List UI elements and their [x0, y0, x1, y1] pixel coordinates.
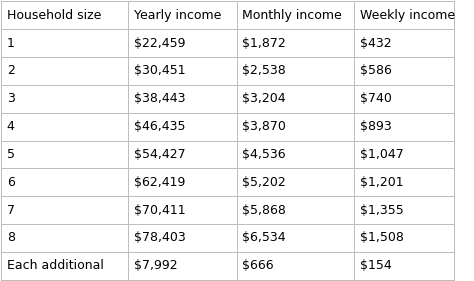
Text: 6: 6	[7, 176, 15, 189]
Text: $3,870: $3,870	[242, 120, 286, 133]
Text: $1,355: $1,355	[360, 203, 403, 217]
Bar	[128, 140, 237, 168]
Text: $6,534: $6,534	[242, 231, 286, 244]
Bar	[237, 57, 355, 85]
Text: $154: $154	[360, 259, 392, 272]
Bar	[355, 57, 454, 85]
Text: $78,403: $78,403	[134, 231, 185, 244]
Text: $893: $893	[360, 120, 392, 133]
Bar	[1, 168, 128, 196]
Text: $7,992: $7,992	[134, 259, 177, 272]
Text: $5,202: $5,202	[242, 176, 286, 189]
Bar	[237, 85, 355, 113]
Text: $1,508: $1,508	[360, 231, 404, 244]
Text: 5: 5	[7, 148, 15, 161]
Text: $432: $432	[360, 37, 392, 50]
Bar	[128, 1, 237, 29]
Text: $54,427: $54,427	[134, 148, 185, 161]
Text: $70,411: $70,411	[134, 203, 185, 217]
Bar	[128, 85, 237, 113]
Bar	[237, 140, 355, 168]
Bar	[355, 196, 454, 224]
Text: $586: $586	[360, 64, 392, 78]
Bar	[355, 113, 454, 140]
Text: 3: 3	[7, 92, 15, 105]
Text: $38,443: $38,443	[134, 92, 185, 105]
Bar	[355, 1, 454, 29]
Text: $1,872: $1,872	[242, 37, 286, 50]
Bar	[128, 113, 237, 140]
Bar	[355, 252, 454, 280]
Text: $4,536: $4,536	[242, 148, 286, 161]
Text: Household size: Household size	[7, 9, 101, 22]
Text: $1,047: $1,047	[360, 148, 403, 161]
Text: Monthly income: Monthly income	[242, 9, 342, 22]
Text: $62,419: $62,419	[134, 176, 185, 189]
Bar	[1, 252, 128, 280]
Bar	[1, 1, 128, 29]
Text: $2,538: $2,538	[242, 64, 286, 78]
Bar	[355, 29, 454, 57]
Bar	[1, 224, 128, 252]
Bar	[237, 252, 355, 280]
Bar	[1, 113, 128, 140]
Bar	[1, 85, 128, 113]
Text: $46,435: $46,435	[134, 120, 185, 133]
Text: $22,459: $22,459	[134, 37, 185, 50]
Bar	[237, 113, 355, 140]
Bar	[237, 29, 355, 57]
Bar	[355, 168, 454, 196]
Text: $3,204: $3,204	[242, 92, 286, 105]
Text: 7: 7	[7, 203, 15, 217]
Text: $740: $740	[360, 92, 392, 105]
Text: Weekly income: Weekly income	[360, 9, 455, 22]
Text: $30,451: $30,451	[134, 64, 185, 78]
Text: 8: 8	[7, 231, 15, 244]
Bar	[237, 168, 355, 196]
Text: $666: $666	[242, 259, 274, 272]
Text: Each additional: Each additional	[7, 259, 104, 272]
Bar	[1, 140, 128, 168]
Bar	[128, 252, 237, 280]
Bar	[355, 224, 454, 252]
Text: 1: 1	[7, 37, 15, 50]
Text: $1,201: $1,201	[360, 176, 403, 189]
Bar	[128, 29, 237, 57]
Bar	[128, 224, 237, 252]
Bar	[355, 85, 454, 113]
Text: Yearly income: Yearly income	[134, 9, 221, 22]
Text: 4: 4	[7, 120, 15, 133]
Bar	[1, 57, 128, 85]
Bar	[237, 224, 355, 252]
Bar	[128, 168, 237, 196]
Bar	[1, 196, 128, 224]
Bar	[128, 57, 237, 85]
Text: $5,868: $5,868	[242, 203, 286, 217]
Bar	[355, 140, 454, 168]
Bar	[1, 29, 128, 57]
Bar	[237, 196, 355, 224]
Bar	[128, 196, 237, 224]
Text: 2: 2	[7, 64, 15, 78]
Bar	[237, 1, 355, 29]
